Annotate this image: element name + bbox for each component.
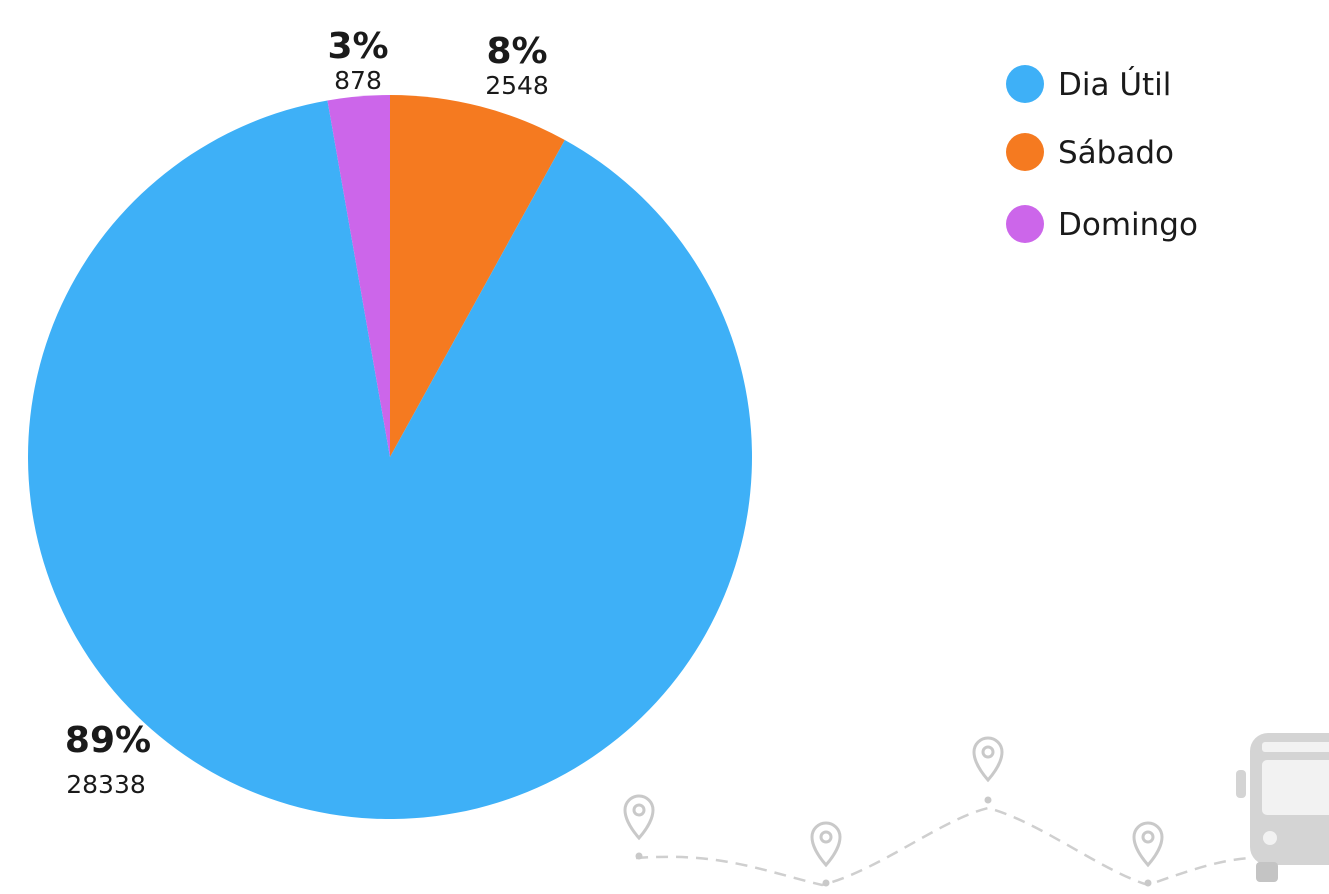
location-pin-icon: [810, 821, 842, 887]
legend-label-domingo: Domingo: [1058, 207, 1198, 243]
legend-item-dia-util: Dia Útil: [1006, 65, 1171, 103]
legend-swatch-dia-util: [1006, 65, 1044, 103]
pie-slice-domingo: [327, 95, 390, 457]
pie-slice-sabado: [390, 95, 565, 457]
legend-item-domingo: Domingo: [1006, 205, 1198, 243]
legend-label-dia-util: Dia Útil: [1058, 66, 1171, 103]
slice-value-label-dia-util: 28338: [66, 770, 146, 799]
legend: Dia Útil Sábado Domingo: [1006, 65, 1198, 243]
slice-value-label-domingo: 878: [334, 66, 382, 95]
legend-item-sabado: Sábado: [1006, 133, 1174, 171]
legend-swatch-domingo: [1006, 205, 1044, 243]
slice-value-label-sabado: 2548: [485, 71, 549, 100]
slice-percent-label-sabado: 8%: [486, 31, 547, 72]
legend-swatch-sabado: [1006, 133, 1044, 171]
dashed-route-line: [635, 806, 1251, 887]
location-pin-icon: [623, 794, 655, 860]
location-pin-icon: [1132, 821, 1164, 887]
pie-slice-dia-util: [27, 100, 752, 819]
slice-percent-label-dia-util: 89%: [65, 720, 151, 761]
slice-labels: 89% 28338 8% 2548 3% 878: [65, 26, 549, 799]
location-pin-icon: [972, 736, 1004, 804]
legend-label-sabado: Sábado: [1058, 135, 1174, 171]
pie-slices: [27, 95, 752, 819]
slice-percent-label-domingo: 3%: [327, 26, 388, 67]
bus-icon: [1236, 733, 1329, 882]
route-illustration: [623, 733, 1329, 887]
